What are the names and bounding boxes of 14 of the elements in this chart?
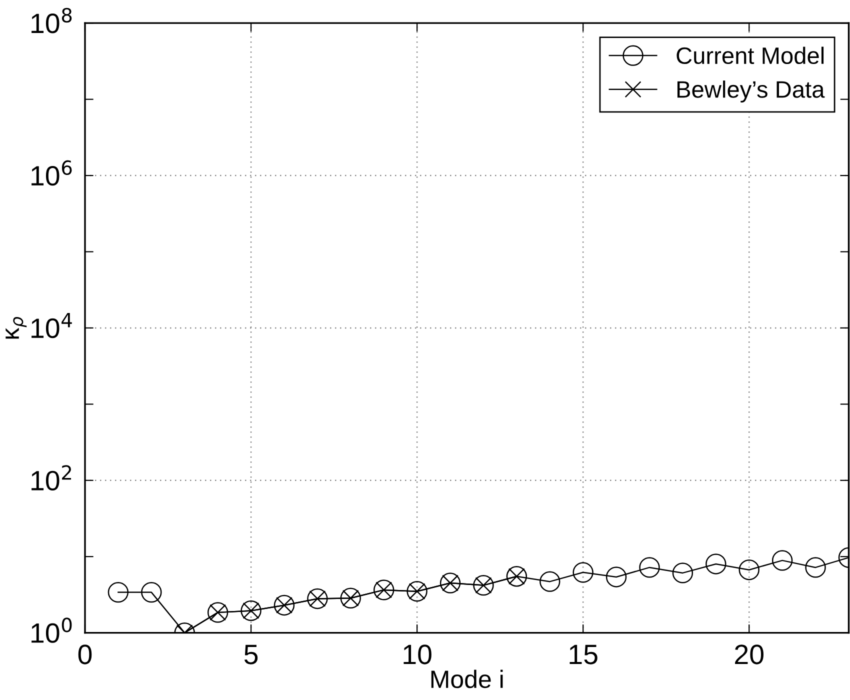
y-tick-label: 10$^{4}$ — [32, 313, 72, 338]
y-tick-label: 10$^{6}$ — [32, 160, 72, 186]
x-axis-title: Mode i — [431, 670, 503, 688]
x-tick-label: 5 — [244, 644, 258, 664]
x-tick-label: 20 — [735, 644, 764, 664]
legend-label: Current Model — [676, 46, 824, 64]
x-tick-label: 15 — [570, 644, 598, 664]
y-tick-label: 10$^{2}$ — [32, 465, 72, 490]
x-tick-label: 0 — [78, 644, 92, 664]
y-tick-label: 10$^{8}$ — [32, 8, 72, 34]
y-tick-label: 10$^{0}$ — [32, 618, 72, 643]
legend-label: Bewley’s Data — [677, 80, 825, 103]
x-tick-label: 10 — [404, 644, 432, 664]
y-axis-title: κ$_{ρ}$ — [6, 316, 27, 339]
